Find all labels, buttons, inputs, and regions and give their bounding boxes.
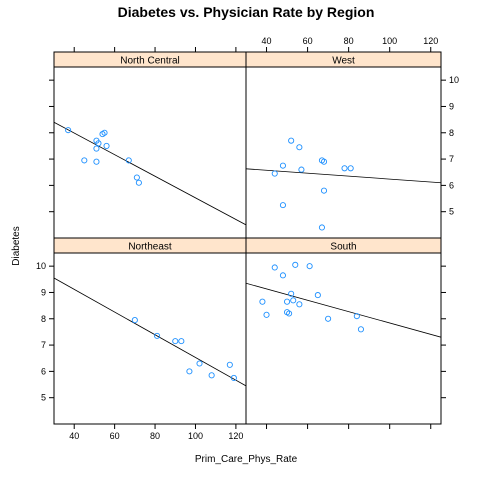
regression-line-north-central xyxy=(54,121,246,226)
data-point-west xyxy=(318,224,325,231)
panel-northeast: Northeast xyxy=(53,237,247,425)
x-tick-label: 40 xyxy=(69,431,79,441)
strip-label-west: West xyxy=(332,56,355,67)
data-point-west xyxy=(320,158,328,165)
data-point-north-central xyxy=(125,157,132,164)
x-tick-label: 40 xyxy=(262,36,272,46)
y-tick-label: 5 xyxy=(41,393,46,403)
panels-group: North Central West Northeast South xyxy=(53,51,442,425)
x-tick-label: 80 xyxy=(344,36,354,46)
panel-frame-northeast xyxy=(53,252,247,425)
strip-label-south: South xyxy=(330,242,356,253)
regression-line-south xyxy=(246,282,441,338)
y-tick-label: 10 xyxy=(449,75,459,85)
data-point-north-central xyxy=(133,174,140,181)
data-point-south xyxy=(325,315,332,322)
y-tick-label: 9 xyxy=(41,287,46,297)
data-point-north-central xyxy=(65,127,72,134)
data-point-south xyxy=(296,301,303,308)
y-tick-label: 9 xyxy=(449,101,454,111)
x-tick-label: 120 xyxy=(228,431,243,441)
strip-label-north-central: North Central xyxy=(120,56,179,67)
regression-line-west xyxy=(246,168,441,184)
data-point-north-central xyxy=(93,145,100,152)
data-point-south xyxy=(353,313,360,320)
data-point-northeast xyxy=(230,374,237,382)
data-point-northeast xyxy=(196,360,203,367)
axes-group: 40 60 80 100 120 40 60 80 100 120 5 6 7 8 9 10 5 6 7 8 9 10 xyxy=(36,36,459,441)
panel-north-central: North Central xyxy=(53,51,247,239)
chart-title: Diabetes vs. Physician Rate by Region xyxy=(118,4,375,20)
data-point-west xyxy=(296,144,303,151)
data-point-north-central xyxy=(101,129,108,136)
data-point-south xyxy=(292,261,299,268)
data-point-northeast xyxy=(226,361,233,368)
data-point-north-central xyxy=(103,142,110,149)
data-point-south xyxy=(286,310,293,317)
x-tick-label: 120 xyxy=(423,36,438,46)
y-tick-label: 8 xyxy=(41,314,46,324)
data-point-northeast xyxy=(186,368,193,375)
panel-frame-south xyxy=(245,252,442,425)
data-point-northeast xyxy=(154,332,161,339)
data-point-northeast xyxy=(178,338,185,345)
data-point-south xyxy=(290,297,297,304)
data-point-west xyxy=(298,166,305,173)
x-tick-label: 80 xyxy=(150,431,160,441)
data-point-south xyxy=(284,298,291,305)
y-axis-label: Diabetes xyxy=(11,226,22,265)
y-tick-label: 7 xyxy=(449,154,454,164)
y-tick-label: 10 xyxy=(36,261,46,271)
data-point-south xyxy=(279,272,286,279)
x-tick-label: 60 xyxy=(110,431,120,441)
x-tick-label: 60 xyxy=(303,36,313,46)
y-tick-label: 8 xyxy=(449,128,454,138)
data-point-north-central xyxy=(95,140,102,147)
data-point-northeast xyxy=(131,317,138,324)
data-point-north-central xyxy=(135,179,142,186)
data-point-south xyxy=(357,326,364,333)
data-point-south xyxy=(271,264,278,271)
data-point-south xyxy=(314,292,321,299)
x-axis-label: Prim_Care_Phys_Rate xyxy=(195,454,298,465)
data-point-south xyxy=(288,290,295,297)
y-tick-label: 7 xyxy=(41,340,46,350)
data-point-west xyxy=(288,137,295,144)
x-tick-label: 100 xyxy=(382,36,397,46)
panel-south: South xyxy=(245,237,442,425)
y-tick-label: 5 xyxy=(449,207,454,217)
regression-line-northeast xyxy=(54,277,246,387)
data-point-west xyxy=(279,202,286,209)
data-point-south xyxy=(263,311,270,318)
data-point-west xyxy=(341,165,348,172)
panel-frame-north-central xyxy=(53,66,247,239)
data-point-south xyxy=(259,298,266,305)
panel-frame-west xyxy=(245,66,442,239)
x-tick-label: 100 xyxy=(188,431,203,441)
y-tick-label: 6 xyxy=(41,366,46,376)
strip-label-northeast: Northeast xyxy=(128,242,172,253)
panel-west: West xyxy=(245,51,442,239)
data-point-northeast xyxy=(172,338,179,345)
data-point-west xyxy=(347,165,354,172)
data-point-south xyxy=(306,263,313,270)
data-point-north-central xyxy=(93,158,100,165)
y-tick-label: 6 xyxy=(449,180,454,190)
data-point-west xyxy=(320,187,328,194)
data-point-west xyxy=(279,162,286,169)
data-point-northeast xyxy=(208,372,215,379)
data-point-north-central xyxy=(81,157,88,164)
data-point-west xyxy=(271,170,278,177)
